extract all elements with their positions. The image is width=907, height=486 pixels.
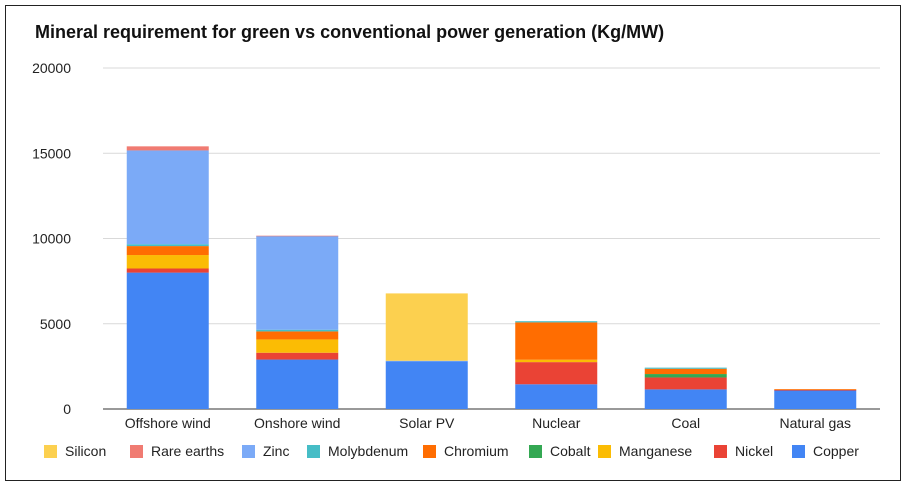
legend-item: Rare earths <box>130 443 224 459</box>
y-tick-label: 15000 <box>32 145 71 161</box>
legend-swatch <box>598 445 611 458</box>
bar-segment-copper <box>385 361 468 409</box>
bar-segment-nickel <box>644 377 727 390</box>
legend-swatch <box>44 445 57 458</box>
legend-item: Zinc <box>242 443 289 459</box>
bar-segment-copper <box>256 359 339 409</box>
legend: Silicon Rare earths Zinc Molybdenum Chromium… <box>44 443 859 459</box>
y-tick-label: 5000 <box>40 316 71 332</box>
axes-layer: 0 5000 10000 15000 20000 Offshore wind Onshore… <box>32 60 851 431</box>
bar-segment-rare-earths <box>256 235 339 237</box>
legend-item: Silicon <box>44 443 106 459</box>
bar-segment-silicon <box>385 293 468 361</box>
legend-label: Manganese <box>619 443 692 459</box>
y-tick-label: 10000 <box>32 231 71 247</box>
bar-segment-chromium <box>774 389 857 390</box>
bar-segment-chromium <box>644 368 727 375</box>
bar-segment-chromium <box>126 246 209 256</box>
legend-swatch <box>714 445 727 458</box>
bar-segment-molybdenum <box>126 244 209 247</box>
y-tick-label: 0 <box>63 401 71 417</box>
legend-swatch <box>242 445 255 458</box>
legend-swatch <box>423 445 436 458</box>
bar-segment-copper <box>774 390 857 409</box>
x-tick-label: Onshore wind <box>254 415 340 431</box>
bar-segment-manganese <box>515 359 598 363</box>
bar-segment-molybdenum <box>515 321 598 323</box>
chart-title: Mineral requirement for green vs convent… <box>35 22 665 42</box>
legend-item: Cobalt <box>529 443 591 459</box>
legend-swatch <box>130 445 143 458</box>
bar-segment-cobalt <box>644 374 727 378</box>
legend-label: Rare earths <box>151 443 224 459</box>
legend-label: Silicon <box>65 443 106 459</box>
bar-segment-nickel <box>126 268 209 273</box>
bar-segment-nickel <box>515 362 598 385</box>
legend-label: Zinc <box>263 443 289 459</box>
bar-segment-zinc <box>126 150 209 245</box>
bar-segment-rare-earths <box>126 146 209 151</box>
legend-label: Copper <box>813 443 859 459</box>
bar-segment-zinc <box>385 360 468 362</box>
legend-item: Chromium <box>423 443 509 459</box>
legend-item: Nickel <box>714 443 773 459</box>
bar-segment-molybdenum <box>644 367 727 369</box>
legend-swatch <box>792 445 805 458</box>
legend-swatch <box>307 445 320 458</box>
y-tick-label: 20000 <box>32 60 71 76</box>
legend-label: Chromium <box>444 443 509 459</box>
legend-swatch <box>529 445 542 458</box>
bar-segment-chromium <box>515 322 598 360</box>
bar-segment-molybdenum <box>256 329 339 332</box>
bar-segment-manganese <box>126 255 209 269</box>
bar-segment-manganese <box>256 339 339 353</box>
bar-segment-copper <box>644 389 727 409</box>
x-tick-label: Coal <box>671 415 700 431</box>
bar-segment-copper <box>515 384 598 409</box>
legend-item: Copper <box>792 443 859 459</box>
bars-layer <box>126 146 857 409</box>
legend-label: Molybdenum <box>328 443 408 459</box>
bar-segment-zinc <box>256 235 339 330</box>
bar-segment-nickel <box>774 389 857 391</box>
legend-label: Nickel <box>735 443 773 459</box>
legend-label: Cobalt <box>550 443 591 459</box>
legend-item: Molybdenum <box>307 443 408 459</box>
x-tick-label: Offshore wind <box>125 415 211 431</box>
x-tick-label: Natural gas <box>779 415 851 431</box>
bar-segment-copper <box>126 272 209 409</box>
bar-segment-chromium <box>256 331 339 340</box>
x-tick-label: Solar PV <box>399 415 455 431</box>
x-tick-label: Nuclear <box>532 415 581 431</box>
legend-item: Manganese <box>598 443 692 459</box>
gridlines <box>103 67 880 410</box>
bar-segment-nickel <box>256 352 339 360</box>
